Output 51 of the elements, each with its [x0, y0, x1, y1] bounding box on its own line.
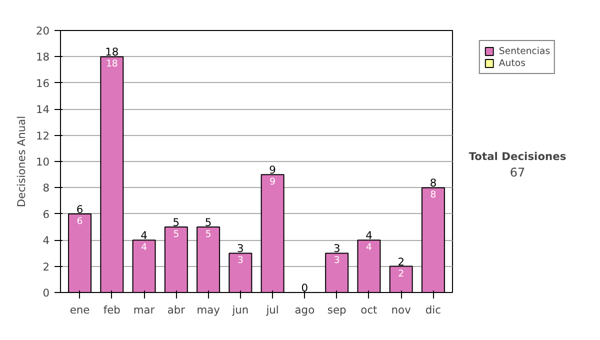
total-label: 2	[398, 255, 404, 268]
data-label: 3	[334, 255, 340, 266]
total-label: 8	[430, 176, 437, 190]
y-tick-label: 12	[36, 129, 50, 142]
legend-label: Sentencias	[498, 45, 550, 57]
y-tick-label: 8	[42, 182, 50, 195]
total-label: 5	[172, 216, 180, 229]
data-label: 8	[430, 190, 436, 201]
y-tick-label: 0	[42, 286, 50, 300]
legend-label: Autos	[498, 57, 526, 69]
y-tick-label: 6	[42, 208, 50, 221]
x-tick-label: jul	[265, 304, 279, 316]
total-label: 3	[333, 242, 340, 256]
total-label: 6	[76, 202, 84, 216]
y-tick-label: 18	[36, 50, 50, 64]
x-tick-label: ene	[70, 304, 90, 316]
y-tick-label: 10	[36, 156, 50, 168]
x-tick-label: sep	[327, 304, 346, 316]
x-tick-label: jun	[231, 304, 249, 316]
y-axis-title: Decisiones Anual	[14, 116, 28, 208]
text: Total Decisiones	[468, 150, 566, 163]
total-label: 9	[269, 164, 276, 177]
total-label: 4	[366, 229, 373, 242]
total-label: 0	[301, 282, 308, 294]
x-tick-label: dic	[425, 304, 442, 316]
x-tick-label: oct	[360, 304, 378, 316]
x-tick-label: feb	[103, 304, 121, 316]
total-label: 4	[140, 229, 148, 242]
data-label: 4	[366, 242, 372, 254]
data-label: 3	[237, 255, 244, 266]
data-label: 6	[76, 216, 83, 227]
x-tick-label: ago	[294, 304, 315, 316]
total-label: 18	[105, 46, 119, 59]
y-tick-label: 4	[42, 234, 50, 248]
total-label: 3	[237, 242, 244, 256]
data-label: 5	[173, 229, 180, 240]
data-label: 9	[270, 176, 276, 188]
total-label: 5	[204, 216, 212, 229]
data-label: 5	[205, 229, 212, 240]
y-tick-label: 2	[42, 260, 50, 274]
y-tick-label: 14	[36, 103, 50, 116]
x-tick-label: nov	[391, 304, 411, 316]
y-tick-label: 16	[36, 76, 50, 90]
x-tick-label: mar	[133, 304, 156, 316]
data-label: 18	[106, 58, 118, 70]
y-tick-label: 20	[36, 24, 50, 38]
x-tick-label: may	[196, 304, 220, 316]
data-label: 4	[141, 242, 148, 254]
x-tick-label: abr	[167, 304, 186, 316]
text: 67	[510, 165, 526, 180]
data-label: 2	[398, 268, 404, 280]
